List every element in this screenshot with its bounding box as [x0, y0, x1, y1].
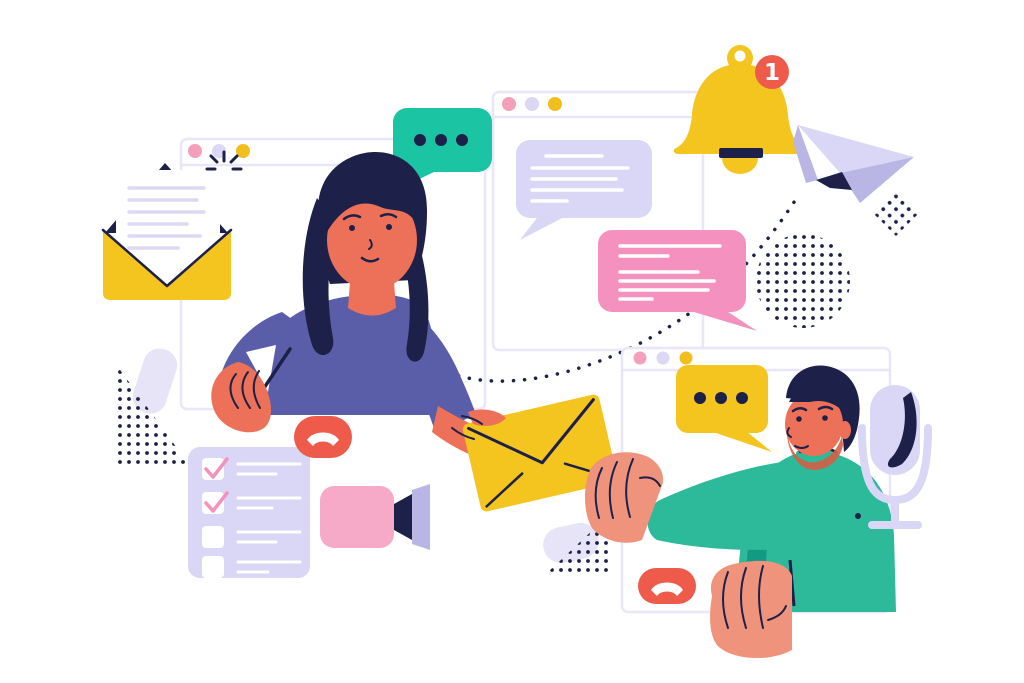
phone-icon [307, 432, 339, 446]
letter-paper [116, 170, 220, 268]
man-fist [710, 560, 792, 659]
letter-text-lines [127, 186, 206, 250]
notification-badge: 1 [755, 55, 789, 89]
envelope-pocket [103, 230, 231, 300]
man-hair [786, 365, 860, 452]
open-envelope-icon [101, 163, 233, 300]
woman-face-features [342, 213, 398, 263]
man-hand-reaching [584, 452, 664, 543]
end-call-button[interactable] [638, 568, 696, 604]
microphone-icon [858, 385, 932, 529]
checklist-text-lines [236, 462, 302, 574]
envelope-handoff [451, 394, 618, 512]
typing-bubble-yellow [676, 365, 772, 452]
woman-bangs [326, 170, 421, 232]
woman-hand-left [211, 362, 271, 433]
window-dot-yellow [679, 351, 693, 365]
halftone-diamond [871, 187, 921, 237]
task-checklist [188, 447, 310, 578]
window-dot-yellow [236, 144, 250, 158]
message-text-lines [618, 244, 722, 301]
yellow-envelope [462, 394, 618, 512]
window-dot-pink [502, 97, 516, 111]
message-text-lines [530, 154, 630, 203]
window-dot-lavender [656, 351, 670, 365]
woman-shirt [247, 294, 436, 415]
window-dot-pink [633, 351, 647, 365]
badge-count: 1 [764, 60, 780, 86]
window-dot-lavender [525, 97, 539, 111]
man-character [584, 365, 896, 659]
halftone-triangle-left [118, 367, 190, 466]
window-dot-yellow [548, 97, 562, 111]
halftone-circle [756, 234, 850, 328]
message-bubble-pink [598, 230, 757, 331]
checkmark [204, 491, 229, 513]
checkbox-unchecked[interactable] [202, 526, 224, 548]
camera-lens [394, 494, 412, 540]
end-call-button[interactable] [294, 416, 352, 458]
dotted-flight-path [446, 191, 802, 383]
checkbox-unchecked[interactable] [202, 556, 224, 578]
checkmark [204, 457, 229, 479]
checkbox-checked[interactable] [202, 492, 224, 514]
phone-icon [651, 582, 683, 596]
man-beard [787, 430, 843, 470]
video-camera-button[interactable] [320, 484, 430, 550]
woman-character [211, 152, 495, 460]
window-dot-pink [188, 144, 202, 158]
message-bubble-lavender [516, 140, 652, 240]
click-sparkle-icon [205, 150, 243, 171]
checkbox-checked[interactable] [202, 458, 224, 480]
accent-dot [855, 513, 861, 519]
abstract-shape [132, 348, 178, 414]
paper-plane-icon [793, 125, 914, 203]
man-face-features [786, 405, 834, 449]
